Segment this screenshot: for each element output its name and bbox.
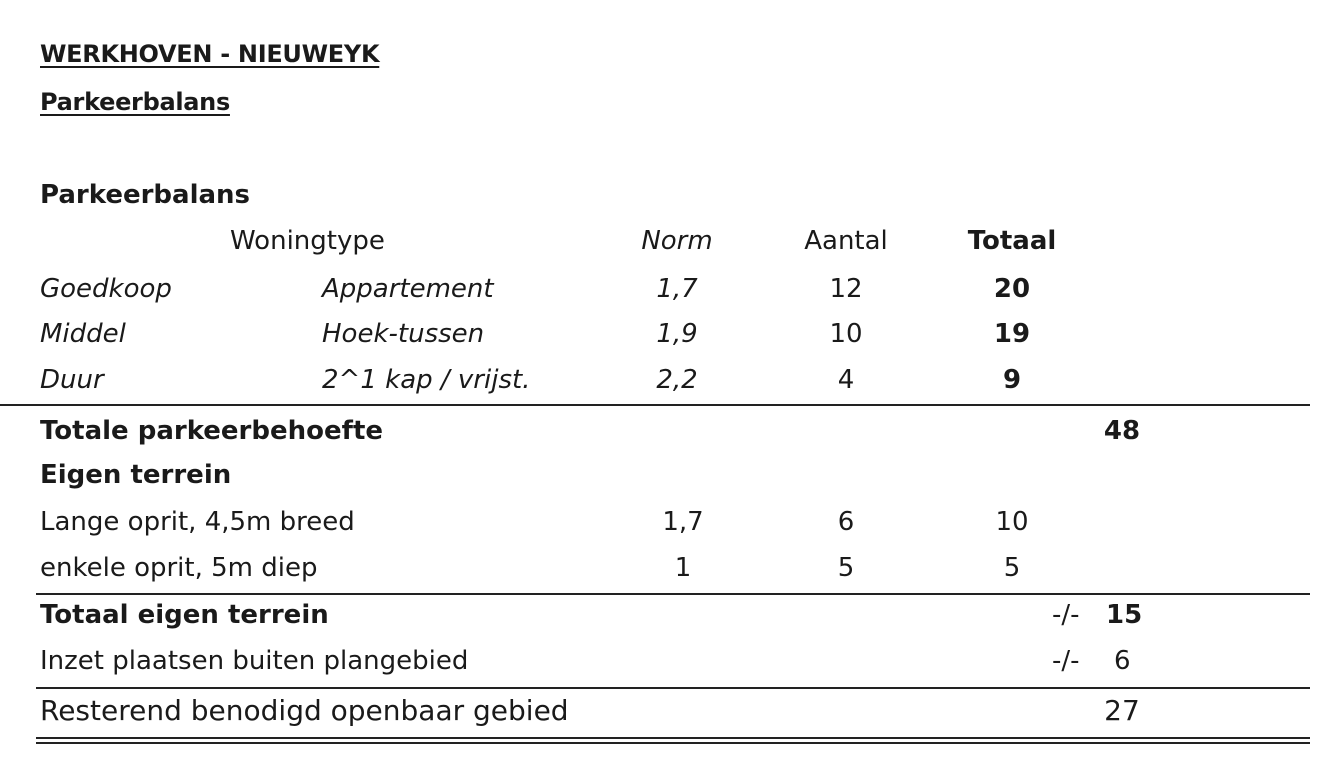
row-totaal: 19 <box>993 319 1031 349</box>
row-aantal: 5 <box>837 553 855 583</box>
totale-parkeerbehoefte-value: 48 <box>1103 416 1141 446</box>
row-type: Hoek-tussen <box>322 319 485 349</box>
resterend-label: Resterend benodigd openbaar gebied <box>40 694 569 727</box>
row-label: enkele oprit, 5m diep <box>40 553 318 583</box>
row-aantal: 10 <box>829 319 863 349</box>
row-norm: 1,9 <box>656 319 698 349</box>
row-aantal: 4 <box>837 365 855 395</box>
row-aantal: 12 <box>829 274 863 304</box>
row-norm: 1,7 <box>662 507 704 537</box>
inzet-buiten-sign: -/- <box>1052 646 1080 676</box>
divider-line <box>36 687 1310 689</box>
row-type: 2^1 kap / vrijst. <box>322 365 531 395</box>
totaal-eigen-terrein-sign: -/- <box>1052 600 1080 630</box>
row-totaal: 9 <box>1002 365 1022 395</box>
totaal-eigen-terrein-value: 15 <box>1106 600 1143 630</box>
row-category: Duur <box>40 365 104 395</box>
row-totaal: 20 <box>993 274 1031 304</box>
row-totaal: 10 <box>995 507 1029 537</box>
row-aantal: 6 <box>837 507 855 537</box>
section-heading: Parkeerbalans <box>40 180 251 210</box>
document-title: WERKHOVEN - NIEUWEYK <box>40 40 380 68</box>
double-underline <box>36 742 1310 744</box>
totale-parkeerbehoefte-label: Totale parkeerbehoefte <box>40 416 384 446</box>
resterend-value: 27 <box>1104 694 1140 727</box>
inzet-buiten-value: 6 <box>1114 646 1131 676</box>
header-woningtype: Woningtype <box>230 226 385 256</box>
eigen-terrein-heading: Eigen terrein <box>40 460 232 490</box>
row-category: Middel <box>40 319 126 349</box>
header-norm: Norm <box>641 226 713 256</box>
header-aantal: Aantal <box>804 226 888 256</box>
inzet-buiten-label: Inzet plaatsen buiten plangebied <box>40 646 469 676</box>
divider-line <box>0 404 1310 406</box>
header-totaal: Totaal <box>967 226 1057 256</box>
double-underline <box>36 737 1310 739</box>
row-norm: 1,7 <box>656 274 698 304</box>
row-type: Appartement <box>322 274 494 304</box>
row-totaal: 5 <box>1003 553 1021 583</box>
document-subtitle: Parkeerbalans <box>40 88 230 116</box>
totaal-eigen-terrein-label: Totaal eigen terrein <box>40 600 329 630</box>
row-label: Lange oprit, 4,5m breed <box>40 507 355 537</box>
row-norm: 2,2 <box>656 365 698 395</box>
divider-line <box>36 593 1310 595</box>
row-norm: 1 <box>674 553 692 583</box>
row-category: Goedkoop <box>40 274 172 304</box>
